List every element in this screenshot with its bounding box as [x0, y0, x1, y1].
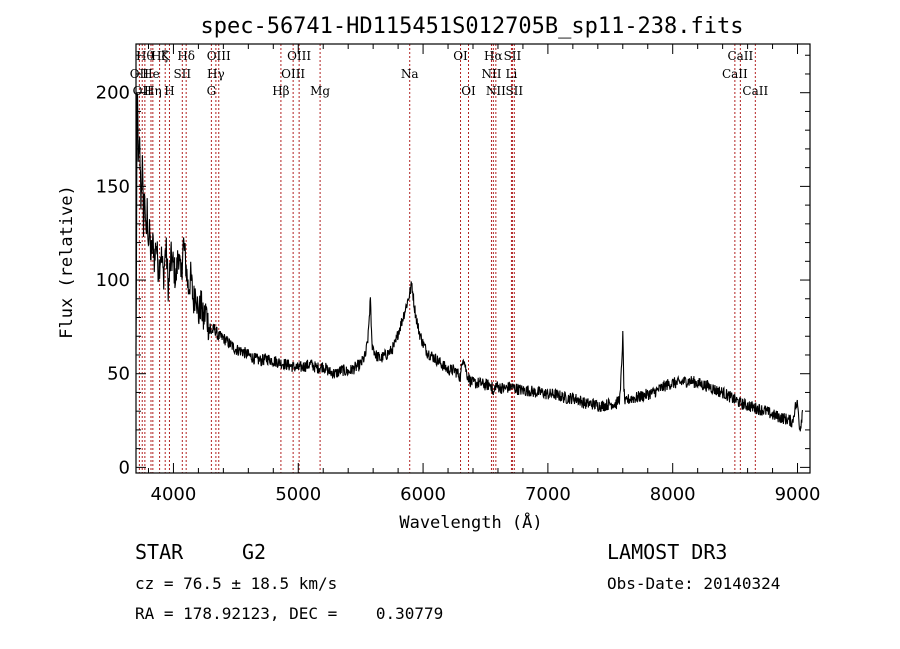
axis-tick-labels: 4000 5000 6000 7000 8000 9000 0 50 100 150 200 [96, 83, 821, 505]
marker-label: Hα [484, 49, 503, 63]
y-tick-label: 200 [96, 83, 130, 104]
marker-label: Hη [144, 84, 162, 98]
x-tick-label: 5000 [275, 484, 321, 505]
chart-title: spec-56741-HD115451S012705B_sp11-238.fit… [200, 14, 743, 39]
marker-label: CaII [742, 84, 768, 98]
marker-label: G [207, 84, 217, 98]
marker-label: Hβ [272, 84, 289, 98]
marker-label: Hθ [136, 49, 154, 63]
observation-date: Obs-Date: 20140324 [607, 574, 781, 593]
marker-label: OIII [281, 67, 305, 81]
survey-name: LAMOST DR3 [607, 540, 728, 564]
x-axis-label: Wavelength (Å) [399, 511, 542, 533]
y-tick-label: 0 [119, 457, 130, 478]
marker-label: Hγ [207, 67, 225, 81]
spectrum-line [135, 92, 804, 432]
marker-label: CaII [727, 49, 753, 63]
y-tick-label: 100 [96, 270, 130, 291]
marker-label: NII [481, 67, 501, 81]
marker-label: Na [401, 67, 419, 81]
x-tick-label: 8000 [650, 484, 696, 505]
y-tick-label: 50 [107, 364, 130, 385]
redshift-velocity: cz = 76.5 ± 18.5 km/s [135, 574, 338, 593]
emission-line-markers [138, 44, 756, 473]
x-tick-label: 4000 [151, 484, 197, 505]
plot-frame [135, 43, 811, 474]
marker-label: Hζ [151, 49, 168, 63]
object-subclass: G2 [242, 540, 267, 564]
marker-label: SII [173, 67, 191, 81]
marker-label: SII [504, 49, 522, 63]
axis-ticks [136, 44, 810, 473]
coordinates: RA = 178.92123, DEC = 0.30779 [135, 604, 444, 623]
marker-label: OIII [207, 49, 231, 63]
x-tick-label: 9000 [775, 484, 821, 505]
marker-label: K [161, 49, 171, 63]
marker-label: OI [453, 49, 468, 63]
object-class: STAR [135, 540, 184, 564]
y-tick-label: 150 [96, 176, 130, 197]
marker-label: CaII [722, 67, 748, 81]
marker-label: Mg [310, 84, 330, 98]
marker-label: He [142, 67, 160, 81]
emission-line-labels: OIIOIIHθHeHηHζKHSIIHδGHγOIIIHβOIIIOIIIMg… [130, 49, 769, 98]
marker-label: OIII [287, 49, 311, 63]
marker-label: SII [505, 84, 523, 98]
marker-label: Li [506, 67, 518, 81]
marker-label: H [164, 84, 174, 98]
marker-label: OI [461, 84, 476, 98]
marker-label: NII [486, 84, 506, 98]
y-axis-label: Flux (relative) [57, 185, 77, 339]
x-tick-label: 7000 [525, 484, 571, 505]
marker-label: Hδ [177, 49, 195, 63]
x-tick-label: 6000 [400, 484, 446, 505]
